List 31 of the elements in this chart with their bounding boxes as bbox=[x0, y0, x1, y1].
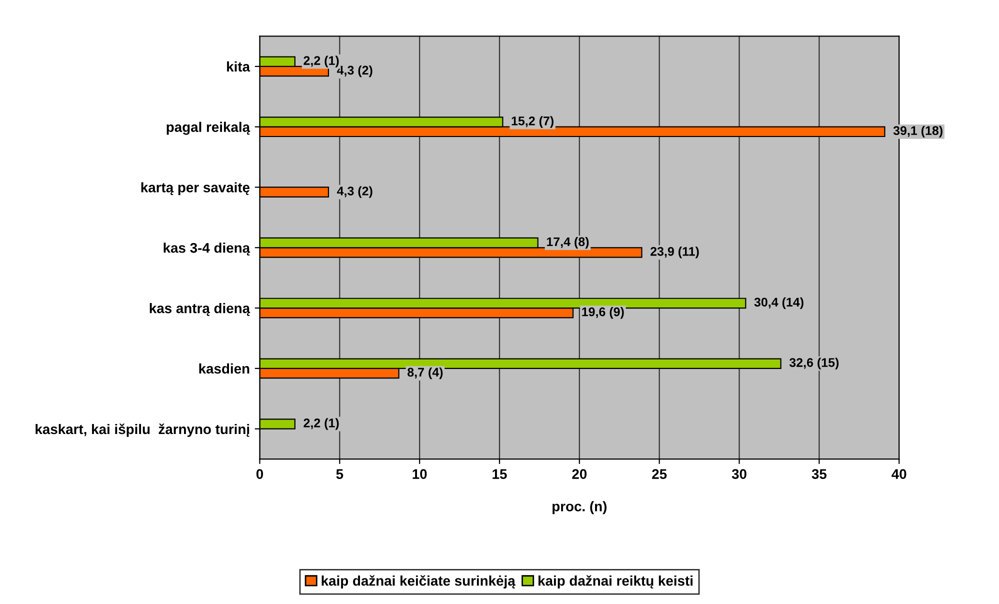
data-label: 2,2 (1) bbox=[304, 56, 339, 68]
y-tick-label: kasdien bbox=[199, 363, 250, 374]
x-tick-label: 10 bbox=[412, 469, 427, 479]
data-label: 23,9 (11) bbox=[650, 246, 699, 258]
x-tick-label: 20 bbox=[572, 469, 587, 479]
data-label: 39,1 (18) bbox=[893, 126, 942, 138]
y-tick-label: kaskart, kai išpilu žarnyno turinį bbox=[36, 424, 250, 437]
data-label: 2,2 (1) bbox=[304, 418, 339, 430]
y-tick-label: pagal reikalą bbox=[166, 122, 250, 135]
legend-label: kaip dažnai reiktų keisti bbox=[538, 575, 692, 588]
x-tick-label: 30 bbox=[732, 469, 746, 479]
data-label: 15,2 (7) bbox=[512, 116, 554, 128]
y-tick-label: kas 3-4 dieną bbox=[164, 242, 250, 256]
data-label: 17,4 (8) bbox=[546, 236, 589, 249]
data-label: 19,6 (9) bbox=[582, 307, 624, 319]
x-tick-label: 35 bbox=[812, 469, 827, 479]
data-label: 30,4 (14) bbox=[754, 297, 804, 310]
x-tick-label: 25 bbox=[652, 469, 667, 479]
x-axis-title: proc. (n) bbox=[552, 501, 607, 514]
data-label: 32,6 (15) bbox=[789, 358, 839, 370]
x-tick-label: 40 bbox=[892, 469, 906, 479]
x-tick-label: 0 bbox=[256, 469, 264, 479]
x-tick-label: 15 bbox=[492, 469, 507, 479]
y-tick-label: kas antrą dieną bbox=[150, 303, 250, 316]
data-label: 4,3 (2) bbox=[336, 65, 372, 78]
data-label: 4,3 (2) bbox=[336, 186, 372, 198]
data-label: 8,7 (4) bbox=[408, 367, 443, 380]
y-tick-label: kartą per savaitę bbox=[141, 182, 250, 196]
x-tick-label: 5 bbox=[336, 469, 344, 479]
y-tick-label: kita bbox=[227, 61, 250, 72]
legend-label: kaip dažnai keičiate surinkėją bbox=[322, 575, 516, 588]
